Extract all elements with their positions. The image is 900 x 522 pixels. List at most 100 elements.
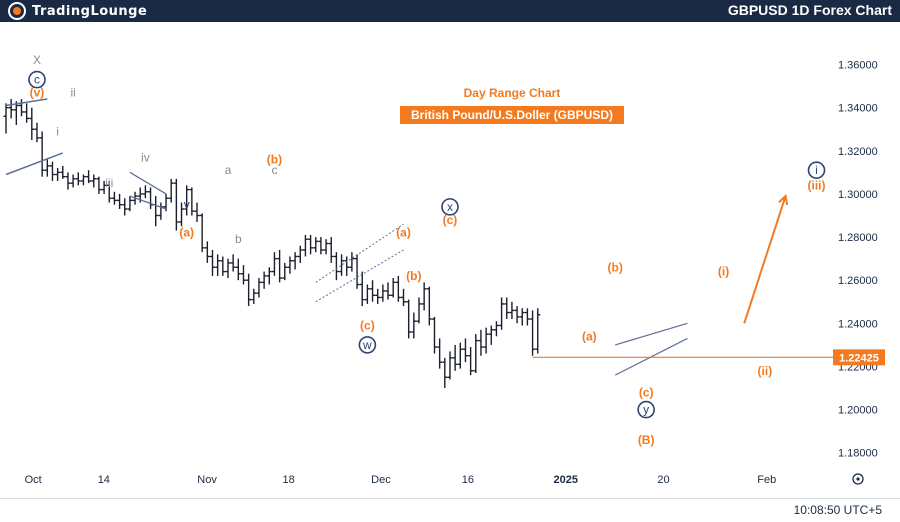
wave-text: (a) — [396, 226, 411, 240]
ohlc-bar — [447, 351, 453, 380]
time-tick-label: Feb — [757, 474, 776, 486]
ohlc-bar — [3, 103, 9, 134]
ohlc-bar — [122, 198, 128, 216]
ohlc-bar — [44, 159, 50, 177]
wave-label: i — [56, 124, 59, 138]
ohlc-bar — [179, 202, 185, 227]
projection-arrow — [743, 195, 787, 324]
price-tick-label: 1.36000 — [838, 60, 878, 72]
wave-label: (a) — [179, 226, 194, 240]
ohlc-bar — [24, 103, 30, 123]
ohlc-bar — [251, 288, 257, 304]
header-bar: TradingLounge GBPUSD 1D Forex Chart — [0, 0, 900, 22]
ohlc-bar — [493, 321, 499, 337]
ohlc-bar — [359, 271, 365, 307]
gear-ring — [852, 473, 864, 485]
price-tick-label: 1.28000 — [838, 232, 878, 244]
wave-label: c — [271, 163, 277, 177]
ohlc-bar — [80, 174, 86, 186]
ohlc-bar — [106, 180, 112, 203]
ohlc-bar — [349, 252, 355, 272]
wave-lines — [5, 98, 840, 376]
price-axis[interactable]: 1.36000 1.34000 1.32000 1.30000 1.28000 1.260… — [838, 60, 878, 460]
price-tag-box — [833, 349, 885, 366]
wave-circle — [807, 161, 826, 179]
price-tick-label: 1.34000 — [838, 103, 878, 115]
time-tick-label: 16 — [462, 474, 474, 486]
ohlc-bar — [519, 308, 525, 326]
ohlc-bar — [34, 122, 40, 143]
ohlc-bar — [65, 172, 71, 190]
settings-icon[interactable] — [852, 473, 864, 485]
chart-subtitle-text: British Pound/U.S.Doller (GBPUSD) — [411, 108, 613, 122]
ohlc-bar — [86, 170, 92, 184]
wave-label: w — [358, 336, 377, 354]
ohlc-bar — [333, 252, 339, 281]
chart-svg[interactable]: Xc(v) iiiiiiivv(a)ab(b)c(a)(b)(c)wx(c)(b)… — [0, 22, 900, 500]
ohlc-bar — [504, 297, 510, 320]
ohlc-bar — [55, 168, 61, 181]
ohlc-bar — [457, 342, 463, 369]
wedge-line — [129, 195, 167, 210]
wave-text: a — [225, 163, 232, 177]
logo-icon — [8, 2, 26, 20]
wave-text: iv — [141, 150, 150, 164]
ohlc-bar — [313, 237, 319, 253]
ohlc-bar — [70, 174, 76, 188]
wave-label: ii — [70, 86, 75, 100]
wave-label: (iii) — [808, 178, 826, 192]
ohlc-bar — [261, 271, 267, 289]
channel-line — [315, 223, 404, 283]
wave-text: (b) — [608, 260, 623, 274]
ohlc-bar — [96, 176, 102, 194]
gear-hub — [856, 477, 860, 481]
time-tick-label: Dec — [371, 474, 391, 486]
time-tick-label: Nov — [197, 474, 217, 486]
ohlc-bar — [220, 256, 226, 276]
wave-label: v — [184, 198, 190, 212]
ohlc-bar — [395, 275, 401, 302]
ohlc-bar — [488, 325, 494, 345]
ohlc-bar — [230, 254, 236, 272]
ohlc-bar — [101, 180, 107, 194]
price-tag-text: 1.22425 — [839, 352, 879, 364]
ohlc-bar — [380, 284, 386, 302]
wave-text: b — [235, 232, 242, 246]
ohlc-bar — [204, 241, 210, 263]
ohlc-bar — [468, 347, 474, 376]
ohlc-bar — [462, 338, 468, 363]
trend-line — [5, 98, 48, 107]
price-tick-label: 1.24000 — [838, 318, 878, 330]
ohlc-bar — [318, 237, 324, 255]
wave-label: (b) — [406, 269, 421, 283]
wave-circle — [637, 400, 655, 419]
ohlc-bar — [499, 297, 505, 330]
wave-circle — [28, 70, 46, 89]
ohlc-bar — [509, 301, 515, 320]
ohlc-bar — [142, 185, 148, 199]
wave-text: w — [362, 338, 372, 352]
ohlc-bar — [426, 286, 432, 326]
ohlc-bar — [271, 252, 277, 276]
ohlc-bar — [416, 297, 422, 324]
wave-label: (c) — [443, 213, 458, 227]
ohlc-bar — [390, 278, 396, 298]
wave-text: (v) — [30, 86, 45, 100]
ohlc-bar — [370, 280, 376, 302]
arrow-head — [778, 194, 789, 206]
time-axis[interactable]: Oct 14 Nov 18 Dec 16 2025 20 Feb — [25, 474, 777, 486]
ohlc-bar — [266, 267, 272, 285]
last-price-tag: 1.22425 — [833, 349, 885, 366]
ohlc-bar — [158, 202, 164, 220]
chart-title-text: Day Range Chart — [464, 86, 561, 100]
ohlc-bar — [514, 306, 520, 324]
ohlc-bar — [282, 262, 288, 281]
price-tick-label: 1.30000 — [838, 189, 878, 201]
ohlc-bar — [524, 308, 530, 326]
ohlc-bar — [225, 258, 231, 279]
ohlc-bar — [339, 254, 345, 276]
ohlc-bar — [210, 250, 215, 276]
ohlc-bar — [189, 187, 195, 216]
ohlc-bar — [215, 254, 221, 276]
